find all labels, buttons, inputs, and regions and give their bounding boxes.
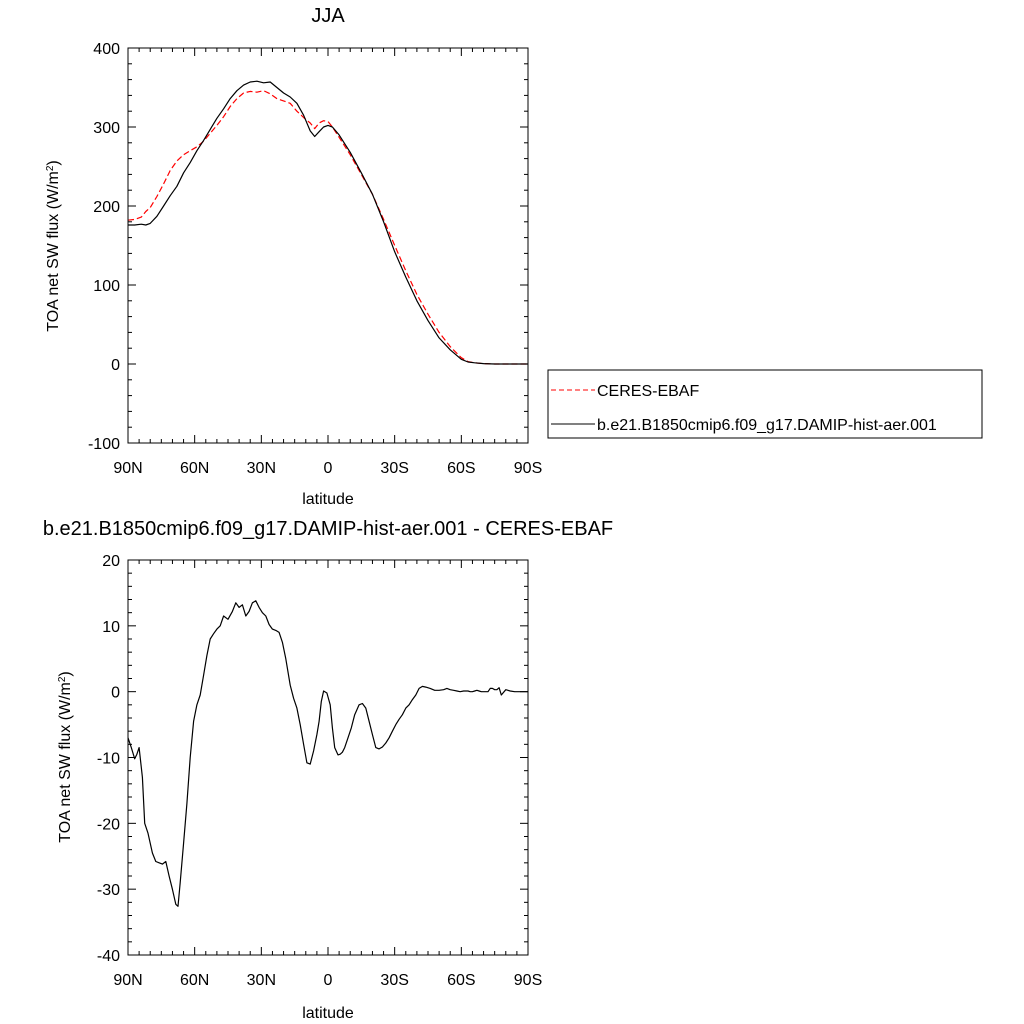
bottom-y-tick-labels: 20 10 0 -10 -20 -30 -40	[97, 553, 120, 965]
top-ytick-label: 200	[93, 199, 120, 216]
bottom-ytick-label: -20	[97, 816, 120, 833]
svg-text:TOA net SW flux (W/m2): TOA net SW flux (W/m2)	[57, 671, 75, 843]
legend-label-ceres: CERES-EBAF	[597, 383, 699, 400]
top-tick-marks	[127, 47, 529, 444]
top-y-axis-label: TOA net SW flux (W/m2)	[45, 160, 63, 332]
bottom-ytick-label: -30	[97, 882, 120, 899]
legend: CERES-EBAF b.e21.B1850cmip6.f09_g17.DAMI…	[547, 369, 983, 439]
bottom-plot-frame	[127, 559, 529, 956]
bottom-xtick-label: 30N	[247, 972, 276, 989]
top-plot-frame	[127, 47, 529, 444]
bottom-series-lines	[127, 600, 528, 907]
top-xtick-label: 90S	[514, 460, 542, 477]
top-ytick-label: 0	[111, 357, 120, 374]
top-panel: JJA TOA net SW flux (W/m2) 400 300 200 100 0…	[45, 5, 543, 508]
bottom-ytick-label: -40	[97, 948, 120, 965]
top-xtick-label: 90N	[113, 460, 142, 477]
bottom-chart-title: b.e21.B1850cmip6.f09_g17.DAMIP-hist-aer.…	[43, 518, 613, 540]
bottom-xtick-label: 30S	[380, 972, 408, 989]
top-series-lines	[127, 80, 528, 365]
bottom-ytick-label: 10	[102, 619, 120, 636]
top-ytick-label: 300	[93, 120, 120, 137]
legend-label-model: b.e21.B1850cmip6.f09_g17.DAMIP-hist-aer.…	[597, 417, 937, 434]
bottom-xtick-label: 60N	[180, 972, 209, 989]
bottom-tick-marks	[127, 559, 529, 956]
top-ytick-label: 400	[93, 41, 120, 58]
legend-box	[547, 369, 983, 439]
top-xtick-label: 30N	[247, 460, 276, 477]
svg-text:TOA net SW flux (W/m2): TOA net SW flux (W/m2)	[45, 160, 63, 332]
top-xtick-label: 30S	[380, 460, 408, 477]
bottom-panel: b.e21.B1850cmip6.f09_g17.DAMIP-hist-aer.…	[43, 518, 613, 1022]
bottom-x-axis-label: latitude	[302, 1005, 354, 1022]
bottom-y-axis-label: TOA net SW flux (W/m2)	[57, 671, 75, 843]
top-xtick-label: 60N	[180, 460, 209, 477]
bottom-ytick-label: -10	[97, 751, 120, 768]
top-ytick-label: -100	[88, 436, 120, 453]
top-x-tick-labels: 90N 60N 30N 0 30S 60S 90S	[113, 460, 542, 477]
bottom-xtick-label: 60S	[447, 972, 475, 989]
top-series-line-ceres-ebaf	[127, 90, 528, 365]
bottom-ytick-label: 0	[111, 685, 120, 702]
bottom-xtick-label: 90S	[514, 972, 542, 989]
top-series-line-model	[128, 80, 528, 365]
bottom-xtick-label: 90N	[113, 972, 142, 989]
bottom-series-line-difference	[127, 600, 528, 907]
top-xtick-label: 0	[324, 460, 333, 477]
top-x-axis-label: latitude	[302, 491, 354, 508]
bottom-xtick-label: 0	[324, 972, 333, 989]
top-chart-title: JJA	[311, 5, 345, 27]
bottom-ytick-label: 20	[102, 553, 120, 570]
bottom-x-tick-labels: 90N 60N 30N 0 30S 60S 90S	[113, 972, 542, 989]
top-y-tick-labels: 400 300 200 100 0 -100	[88, 41, 120, 453]
top-ytick-label: 100	[93, 278, 120, 295]
top-xtick-label: 60S	[447, 460, 475, 477]
